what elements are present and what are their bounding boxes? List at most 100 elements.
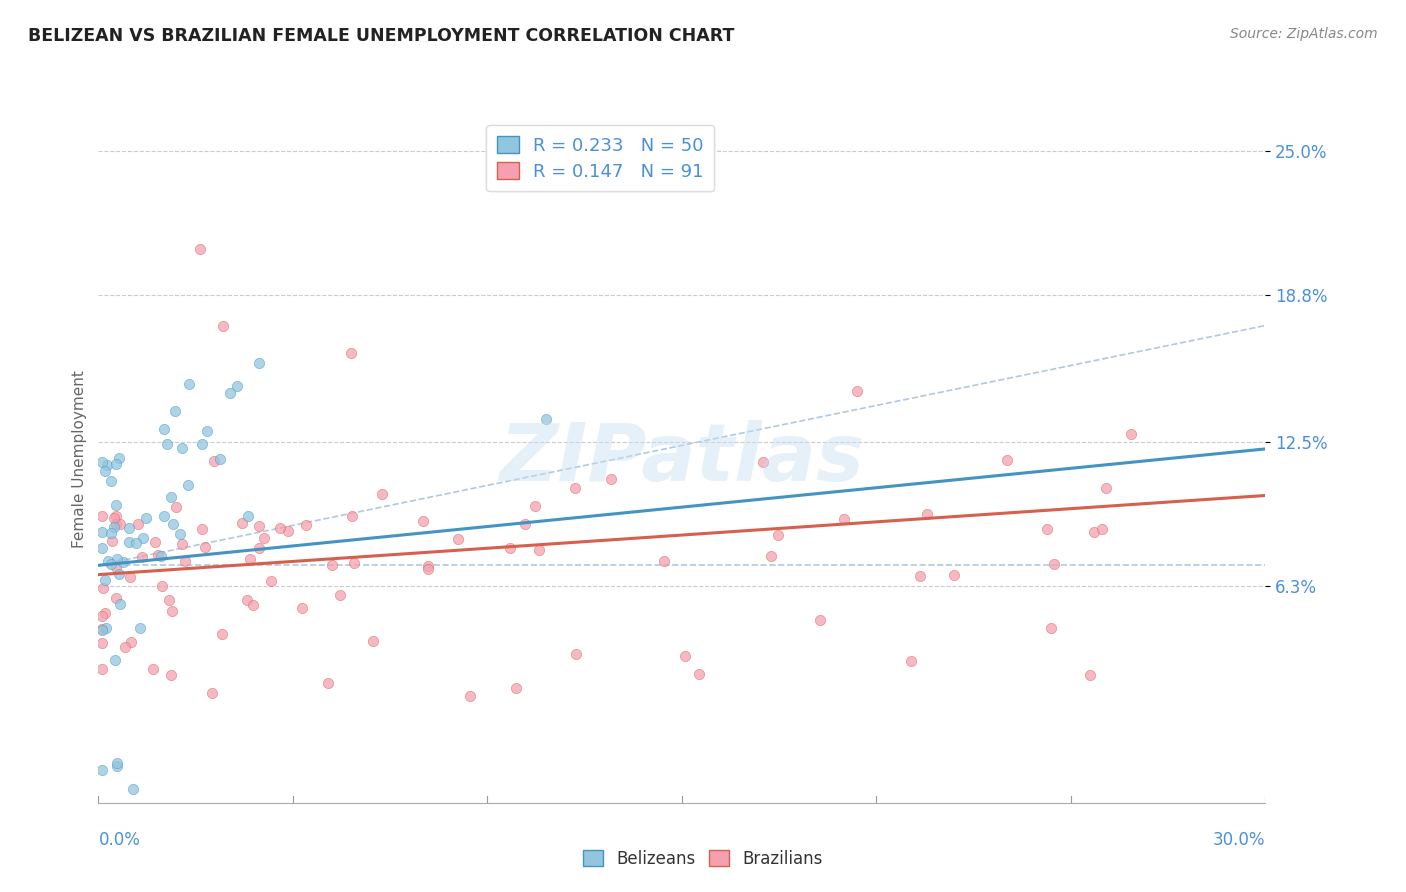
Point: [101, 534, 124, 549]
Text: ZIPatlas: ZIPatlas: [499, 420, 865, 499]
Point: [418, 559, 440, 574]
Point: [135, 510, 157, 524]
Point: [100, 557, 122, 571]
Point: [91, 509, 114, 524]
Point: [117, 521, 139, 535]
Point: [900, 654, 922, 668]
Point: [91, 455, 114, 469]
Point: [107, 450, 129, 465]
Point: [194, 541, 217, 555]
Point: [361, 634, 384, 648]
Point: [523, 500, 546, 514]
Point: [153, 422, 176, 436]
Point: [1036, 522, 1059, 536]
Point: [143, 534, 166, 549]
Point: [247, 518, 270, 533]
Point: [1040, 621, 1063, 635]
Point: [108, 598, 131, 612]
Point: [260, 574, 283, 588]
Point: [149, 549, 172, 563]
Point: [105, 517, 128, 532]
Point: [412, 514, 434, 528]
Point: [169, 527, 191, 541]
Point: [218, 385, 240, 400]
Point: [103, 511, 125, 525]
Point: [105, 552, 128, 566]
Text: Source: ZipAtlas.com: Source: ZipAtlas.com: [1230, 27, 1378, 41]
Point: [269, 520, 291, 534]
Point: [165, 500, 187, 514]
Point: [174, 554, 197, 568]
Point: [108, 516, 131, 531]
Point: [94, 606, 117, 620]
Point: [94, 621, 117, 635]
Point: [212, 318, 235, 333]
Point: [766, 527, 789, 541]
Point: [177, 478, 200, 492]
Point: [564, 482, 586, 496]
Point: [152, 579, 174, 593]
Point: [201, 686, 224, 700]
Point: [91, 662, 114, 676]
Point: [654, 554, 676, 568]
Point: [131, 550, 153, 565]
Point: [105, 509, 128, 524]
Point: [321, 558, 343, 572]
Point: [1080, 667, 1102, 681]
Text: 30.0%: 30.0%: [1213, 830, 1265, 849]
Point: [565, 648, 588, 662]
Point: [132, 531, 155, 545]
Point: [162, 604, 184, 618]
Point: [146, 548, 169, 562]
Point: [157, 593, 180, 607]
Point: [416, 562, 439, 576]
Point: [103, 520, 125, 534]
Point: [458, 690, 481, 704]
Point: [832, 512, 855, 526]
Point: [342, 508, 364, 523]
Point: [673, 649, 696, 664]
Point: [191, 437, 214, 451]
Point: [209, 451, 232, 466]
Point: [845, 384, 868, 398]
Point: [808, 613, 831, 627]
Point: [226, 378, 249, 392]
Point: [162, 516, 184, 531]
Point: [91, 622, 114, 636]
Point: [93, 465, 115, 479]
Legend: Belizeans, Brazilians: Belizeans, Brazilians: [576, 844, 830, 875]
Point: [211, 626, 233, 640]
Point: [120, 635, 142, 649]
Point: [534, 411, 557, 425]
Point: [277, 524, 299, 538]
Point: [247, 541, 270, 555]
Point: [600, 472, 623, 486]
Point: [91, 763, 114, 777]
Point: [291, 601, 314, 615]
Point: [188, 242, 211, 256]
Point: [91, 525, 114, 540]
Point: [761, 549, 783, 564]
Point: [122, 781, 145, 796]
Y-axis label: Female Unemployment: Female Unemployment: [72, 370, 87, 549]
Point: [316, 676, 339, 690]
Point: [105, 498, 128, 512]
Point: [165, 404, 187, 418]
Point: [114, 640, 136, 654]
Point: [100, 526, 122, 541]
Point: [100, 475, 122, 489]
Point: [112, 555, 135, 569]
Point: [104, 652, 127, 666]
Point: [370, 487, 392, 501]
Text: 0.0%: 0.0%: [98, 830, 141, 849]
Point: [515, 516, 537, 531]
Point: [688, 666, 710, 681]
Legend: R = 0.233   N = 50, R = 0.147   N = 91: R = 0.233 N = 50, R = 0.147 N = 91: [486, 125, 714, 192]
Point: [160, 490, 183, 504]
Point: [91, 541, 114, 555]
Point: [152, 509, 174, 524]
Point: [118, 570, 141, 584]
Point: [128, 621, 150, 635]
Point: [104, 457, 127, 471]
Point: [915, 507, 938, 521]
